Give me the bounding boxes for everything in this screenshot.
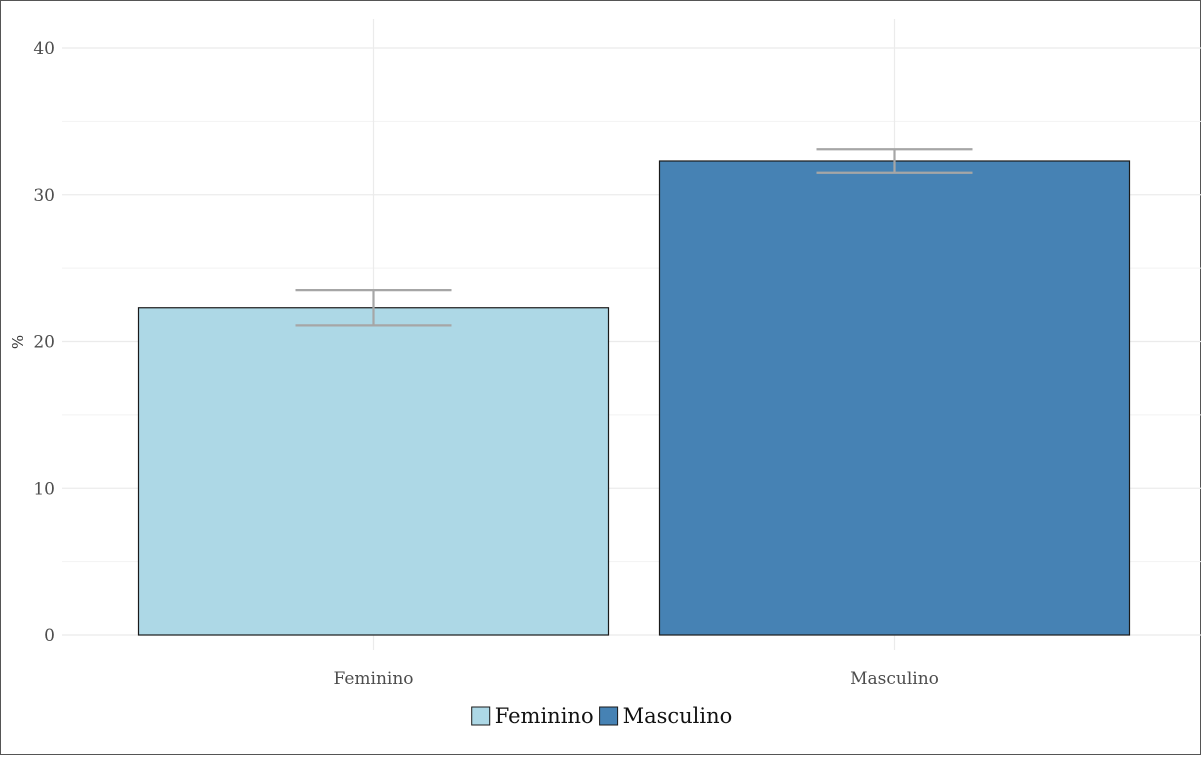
bar-masculino [658,160,1131,636]
y-tick-label: 30 [33,186,55,206]
x-axis-ticks: Feminino Masculino [333,669,938,689]
bar-feminino [137,307,610,636]
y-axis-label: % [9,335,27,349]
legend-label: Feminino [495,704,594,728]
legend: Feminino Masculino [471,704,733,728]
legend-key-feminino [471,706,491,726]
error-bar-feminino [295,289,452,327]
x-tick-label: Masculino [850,669,939,689]
y-axis-ticks: 0 10 20 30 40 [33,39,55,646]
legend-label: Masculino [623,704,733,728]
y-tick-label: 10 [33,479,55,499]
y-tick-label: 0 [44,626,55,646]
y-tick-label: 40 [33,39,55,59]
error-bars [295,148,973,327]
error-bar-masculino [816,148,973,174]
y-tick-label: 20 [33,333,55,353]
legend-key-masculino [599,706,619,726]
x-tick-label: Feminino [333,669,413,689]
bars [137,160,1131,636]
